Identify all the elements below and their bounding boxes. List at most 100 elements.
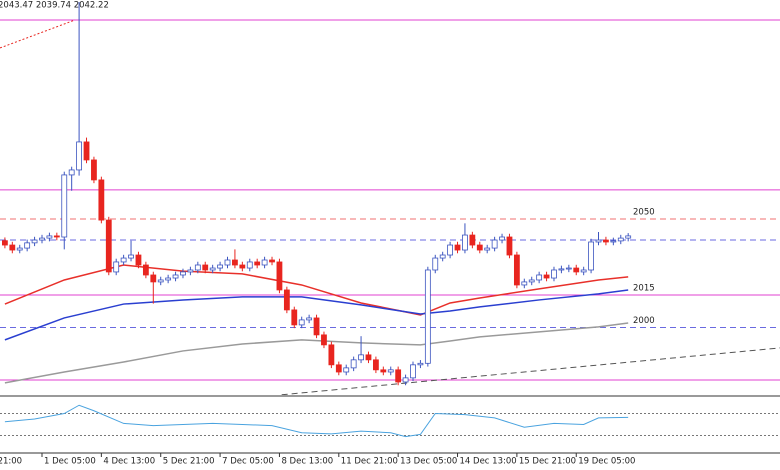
candle-body — [424, 269, 431, 364]
candle-body — [528, 279, 535, 283]
ohlc-header: 2043.47 2039.74 2042.22 — [0, 1, 109, 11]
candle-body — [328, 344, 335, 366]
x-tick-label: 14 Dec 13:00 — [460, 457, 517, 467]
x-tick-label: 8 Dec 13:00 — [281, 457, 333, 467]
candle-body — [499, 236, 505, 241]
candle-body — [9, 244, 16, 251]
candle-body — [187, 269, 194, 273]
candle-body — [113, 261, 120, 273]
candle-body — [521, 281, 528, 286]
candle-body — [128, 254, 134, 259]
candle-body — [283, 289, 290, 311]
candle-body — [68, 169, 75, 176]
candle-body — [343, 367, 350, 373]
candle-body — [224, 259, 231, 266]
candle-body — [76, 141, 82, 171]
candle-body — [254, 261, 261, 266]
candle-body — [313, 317, 320, 336]
candle-body — [565, 267, 572, 270]
candle-body — [246, 261, 253, 269]
time-axis: ov 21:00 1 Dec 05:00 4 Dec 13:00 5 Dec 21:0… — [0, 453, 635, 467]
candle-body — [536, 274, 543, 281]
candle-body — [298, 319, 305, 326]
candle-body — [588, 241, 594, 271]
candle-body — [476, 244, 483, 251]
candle-body — [417, 362, 424, 366]
candle-body — [91, 159, 97, 181]
candle-body — [380, 369, 387, 373]
candle-body — [558, 268, 565, 271]
candle-body — [269, 259, 275, 263]
candle-body — [306, 317, 313, 321]
candle-body — [410, 364, 416, 379]
trend-line — [0, 19, 76, 49]
candle-body — [358, 354, 364, 361]
candle-body — [402, 377, 409, 383]
candle-body — [365, 354, 372, 361]
candle-body — [350, 359, 357, 369]
candle-body — [506, 236, 513, 256]
candle-body — [105, 219, 112, 273]
candle-body — [172, 274, 179, 279]
candle-body — [276, 261, 283, 291]
candle-body — [83, 141, 90, 161]
candle-body — [610, 240, 617, 243]
candle-body — [194, 264, 201, 271]
candle-body — [513, 254, 520, 286]
level-label: 2000 — [633, 316, 655, 326]
candle-body — [31, 239, 38, 244]
candle-body — [232, 259, 238, 266]
moving-average — [4, 289, 629, 341]
candle-body — [432, 257, 439, 271]
candle-body — [491, 239, 498, 249]
candle-body — [16, 247, 23, 251]
candle-body — [239, 264, 246, 269]
trend-line — [281, 347, 780, 395]
candle-body — [551, 269, 557, 279]
price-panel — [0, 1, 780, 395]
candle-body — [46, 235, 53, 239]
candle-body — [454, 244, 461, 251]
oscillator-panel — [0, 404, 780, 438]
x-tick-label: 19 Dec 05:00 — [578, 457, 635, 467]
x-tick-label: 1 Dec 05:00 — [44, 457, 96, 467]
candle-body — [321, 334, 327, 346]
candle-body — [61, 174, 68, 238]
candle-body — [625, 235, 632, 239]
x-tick-label: ov 21:00 — [0, 457, 22, 467]
candle-body — [135, 254, 142, 266]
candle-body — [439, 254, 446, 259]
x-tick-label: 5 Dec 21:00 — [163, 457, 215, 467]
candle-body — [142, 264, 149, 276]
candle-body — [603, 239, 609, 243]
candle-body — [291, 309, 298, 326]
candle-body — [150, 274, 157, 283]
candle-body — [573, 267, 580, 273]
candle-body — [180, 271, 186, 276]
candle-body — [1, 240, 8, 246]
candle-body — [261, 259, 268, 266]
x-tick-label: 15 Dec 21:00 — [519, 457, 576, 467]
candle-body — [98, 179, 105, 221]
candle-body — [202, 264, 209, 271]
candle-body — [39, 237, 45, 241]
candle-body — [447, 244, 454, 256]
x-tick-label: 11 Dec 21:00 — [341, 457, 398, 467]
candle-body — [120, 257, 127, 263]
candle-body — [580, 269, 587, 273]
candle-body — [617, 237, 624, 242]
candle-body — [595, 239, 602, 243]
candle-body — [373, 359, 379, 371]
candle-body — [387, 369, 394, 373]
candle-body — [53, 235, 60, 238]
candle-body — [462, 234, 468, 251]
candle-body — [209, 267, 216, 271]
candle-body — [165, 277, 172, 281]
x-tick-label: 13 Dec 05:00 — [400, 457, 457, 467]
candle-body — [395, 369, 402, 383]
candle-body — [217, 264, 223, 269]
x-tick-label: 4 Dec 13:00 — [103, 457, 155, 467]
x-tick-label: 7 Dec 05:00 — [222, 457, 274, 467]
